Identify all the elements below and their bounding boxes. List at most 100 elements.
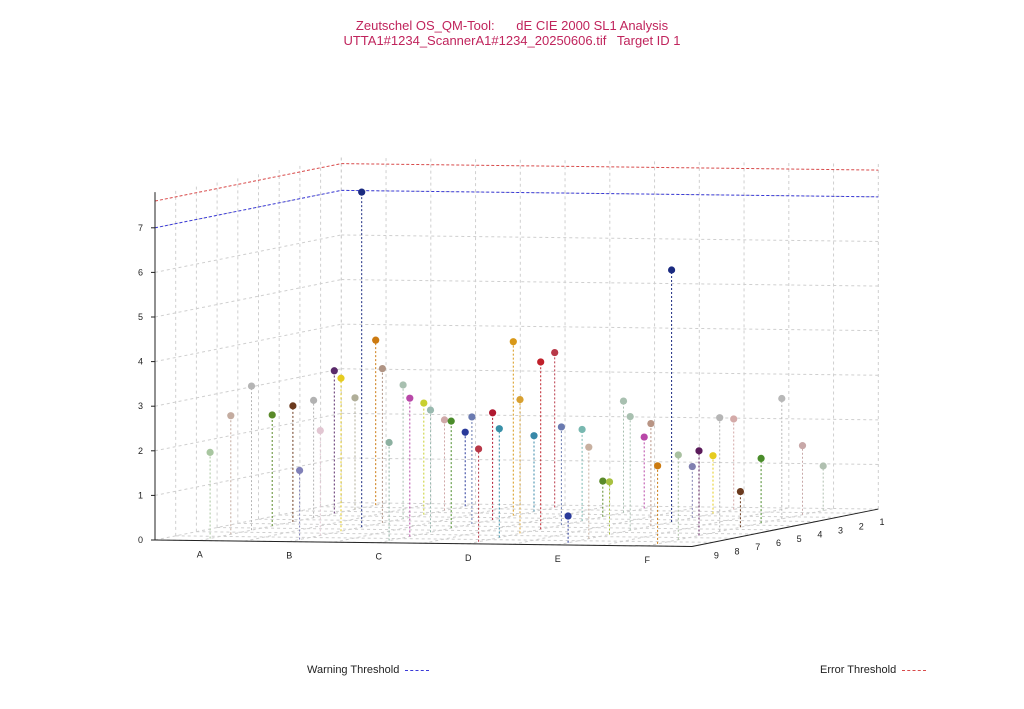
- data-point: [516, 395, 524, 404]
- y-tick-label: 4: [817, 530, 822, 540]
- data-point: [372, 336, 380, 344]
- data-point: [227, 412, 235, 420]
- data-point: [619, 397, 628, 405]
- data-point: [530, 432, 538, 440]
- data-point: [626, 412, 634, 421]
- data-point: [461, 428, 469, 436]
- x-tick-label: A: [197, 550, 203, 560]
- data-point: [819, 462, 827, 470]
- z-tick-label: 5: [138, 312, 143, 322]
- side-wall-grid-line: [154, 457, 342, 496]
- floor-grid-line: [512, 506, 700, 545]
- warning-threshold-line: [154, 189, 879, 229]
- data-point: [578, 425, 586, 434]
- data-point: [206, 448, 214, 456]
- legend-warning-label: Warning Threshold: [307, 664, 400, 676]
- data-point: [330, 367, 338, 375]
- data-point: [337, 374, 345, 382]
- data-point: [605, 478, 614, 486]
- data-point: [599, 477, 607, 485]
- side-wall-grid-line: [154, 279, 342, 318]
- y-tick-label: 3: [838, 525, 843, 535]
- data-point: [495, 425, 503, 433]
- floor-grid-line: [154, 502, 342, 541]
- data-point: [716, 414, 724, 422]
- y-tick-label: 7: [755, 542, 760, 552]
- data-point: [289, 402, 297, 410]
- y-tick-label: 1: [879, 517, 884, 527]
- data-point: [640, 433, 648, 441]
- data-point: [709, 452, 717, 460]
- data-point: [668, 266, 676, 274]
- z-tick-label: 0: [138, 535, 143, 545]
- data-point: [736, 487, 745, 496]
- data-point: [399, 381, 407, 389]
- data-point: [420, 399, 428, 407]
- chart-title-line2: UTTA1#1234_ScannerA1#1234_20250606.tif T…: [343, 33, 681, 48]
- axes: [151, 192, 879, 547]
- chart-title: Zeutschel OS_QM-Tool: dE CIE 2000 SL1 An…: [0, 18, 1024, 48]
- floor-grid-line: [196, 531, 734, 539]
- x-tick-label: D: [465, 553, 472, 563]
- legend-warning-swatch: [405, 669, 430, 671]
- floor-grid-line: [602, 507, 789, 546]
- data-point: [351, 394, 359, 402]
- data-point: [247, 382, 256, 390]
- data-point: [489, 409, 497, 417]
- z-tick-label: 1: [138, 490, 143, 500]
- data-point: [730, 415, 738, 423]
- data-point: [757, 454, 765, 463]
- data-point: [385, 438, 393, 447]
- legend-error-swatch: [902, 669, 927, 671]
- side-wall-grid-line: [154, 412, 342, 452]
- y-axis-line: [691, 508, 879, 547]
- grid-lines: [154, 154, 879, 547]
- side-wall-grid-line: [154, 323, 342, 363]
- data-point: [647, 419, 655, 428]
- data-point: [440, 416, 449, 424]
- data-point: [674, 451, 682, 459]
- floor-grid-line: [333, 504, 521, 543]
- data-point: [296, 466, 304, 475]
- x-tick-label: E: [555, 554, 561, 564]
- data-point: [585, 443, 593, 451]
- data-point: [475, 445, 483, 453]
- x-tick-label: B: [286, 551, 292, 561]
- data-points: [206, 188, 827, 544]
- y-tick-label: 2: [859, 521, 864, 531]
- y-tick-label: 9: [714, 550, 719, 560]
- y-tick-label: 6: [776, 538, 781, 548]
- data-point: [406, 394, 414, 402]
- z-tick-label: 6: [138, 267, 143, 277]
- data-point: [316, 426, 324, 435]
- legend-warning: Warning Threshold: [307, 664, 430, 676]
- floor-grid-line: [244, 503, 431, 542]
- y-tick-label: 8: [735, 546, 740, 556]
- data-point: [695, 447, 703, 455]
- side-wall-grid-line: [154, 368, 342, 407]
- data-point: [509, 338, 517, 346]
- data-point: [564, 512, 572, 520]
- data-point: [654, 462, 662, 470]
- data-point: [551, 348, 559, 357]
- y-tick-label: 5: [797, 534, 802, 544]
- data-point: [310, 396, 318, 404]
- z-tick-label: 4: [138, 357, 143, 367]
- data-point: [378, 364, 386, 373]
- data-point: [688, 462, 696, 471]
- x-tick-label: F: [645, 555, 651, 565]
- data-point: [778, 394, 786, 403]
- data-point: [268, 411, 276, 419]
- data-point: [537, 358, 545, 366]
- data-point: [798, 442, 807, 450]
- data-point: [358, 188, 366, 196]
- z-tick-label: 7: [138, 223, 143, 233]
- legend-error: Error Threshold: [820, 664, 927, 676]
- legend-error-label: Error Threshold: [820, 664, 897, 676]
- floor-grid-line: [423, 505, 610, 544]
- threshold-lines: [154, 163, 879, 229]
- data-point: [468, 413, 476, 421]
- side-wall-grid-line: [154, 234, 342, 273]
- data-point: [447, 417, 455, 425]
